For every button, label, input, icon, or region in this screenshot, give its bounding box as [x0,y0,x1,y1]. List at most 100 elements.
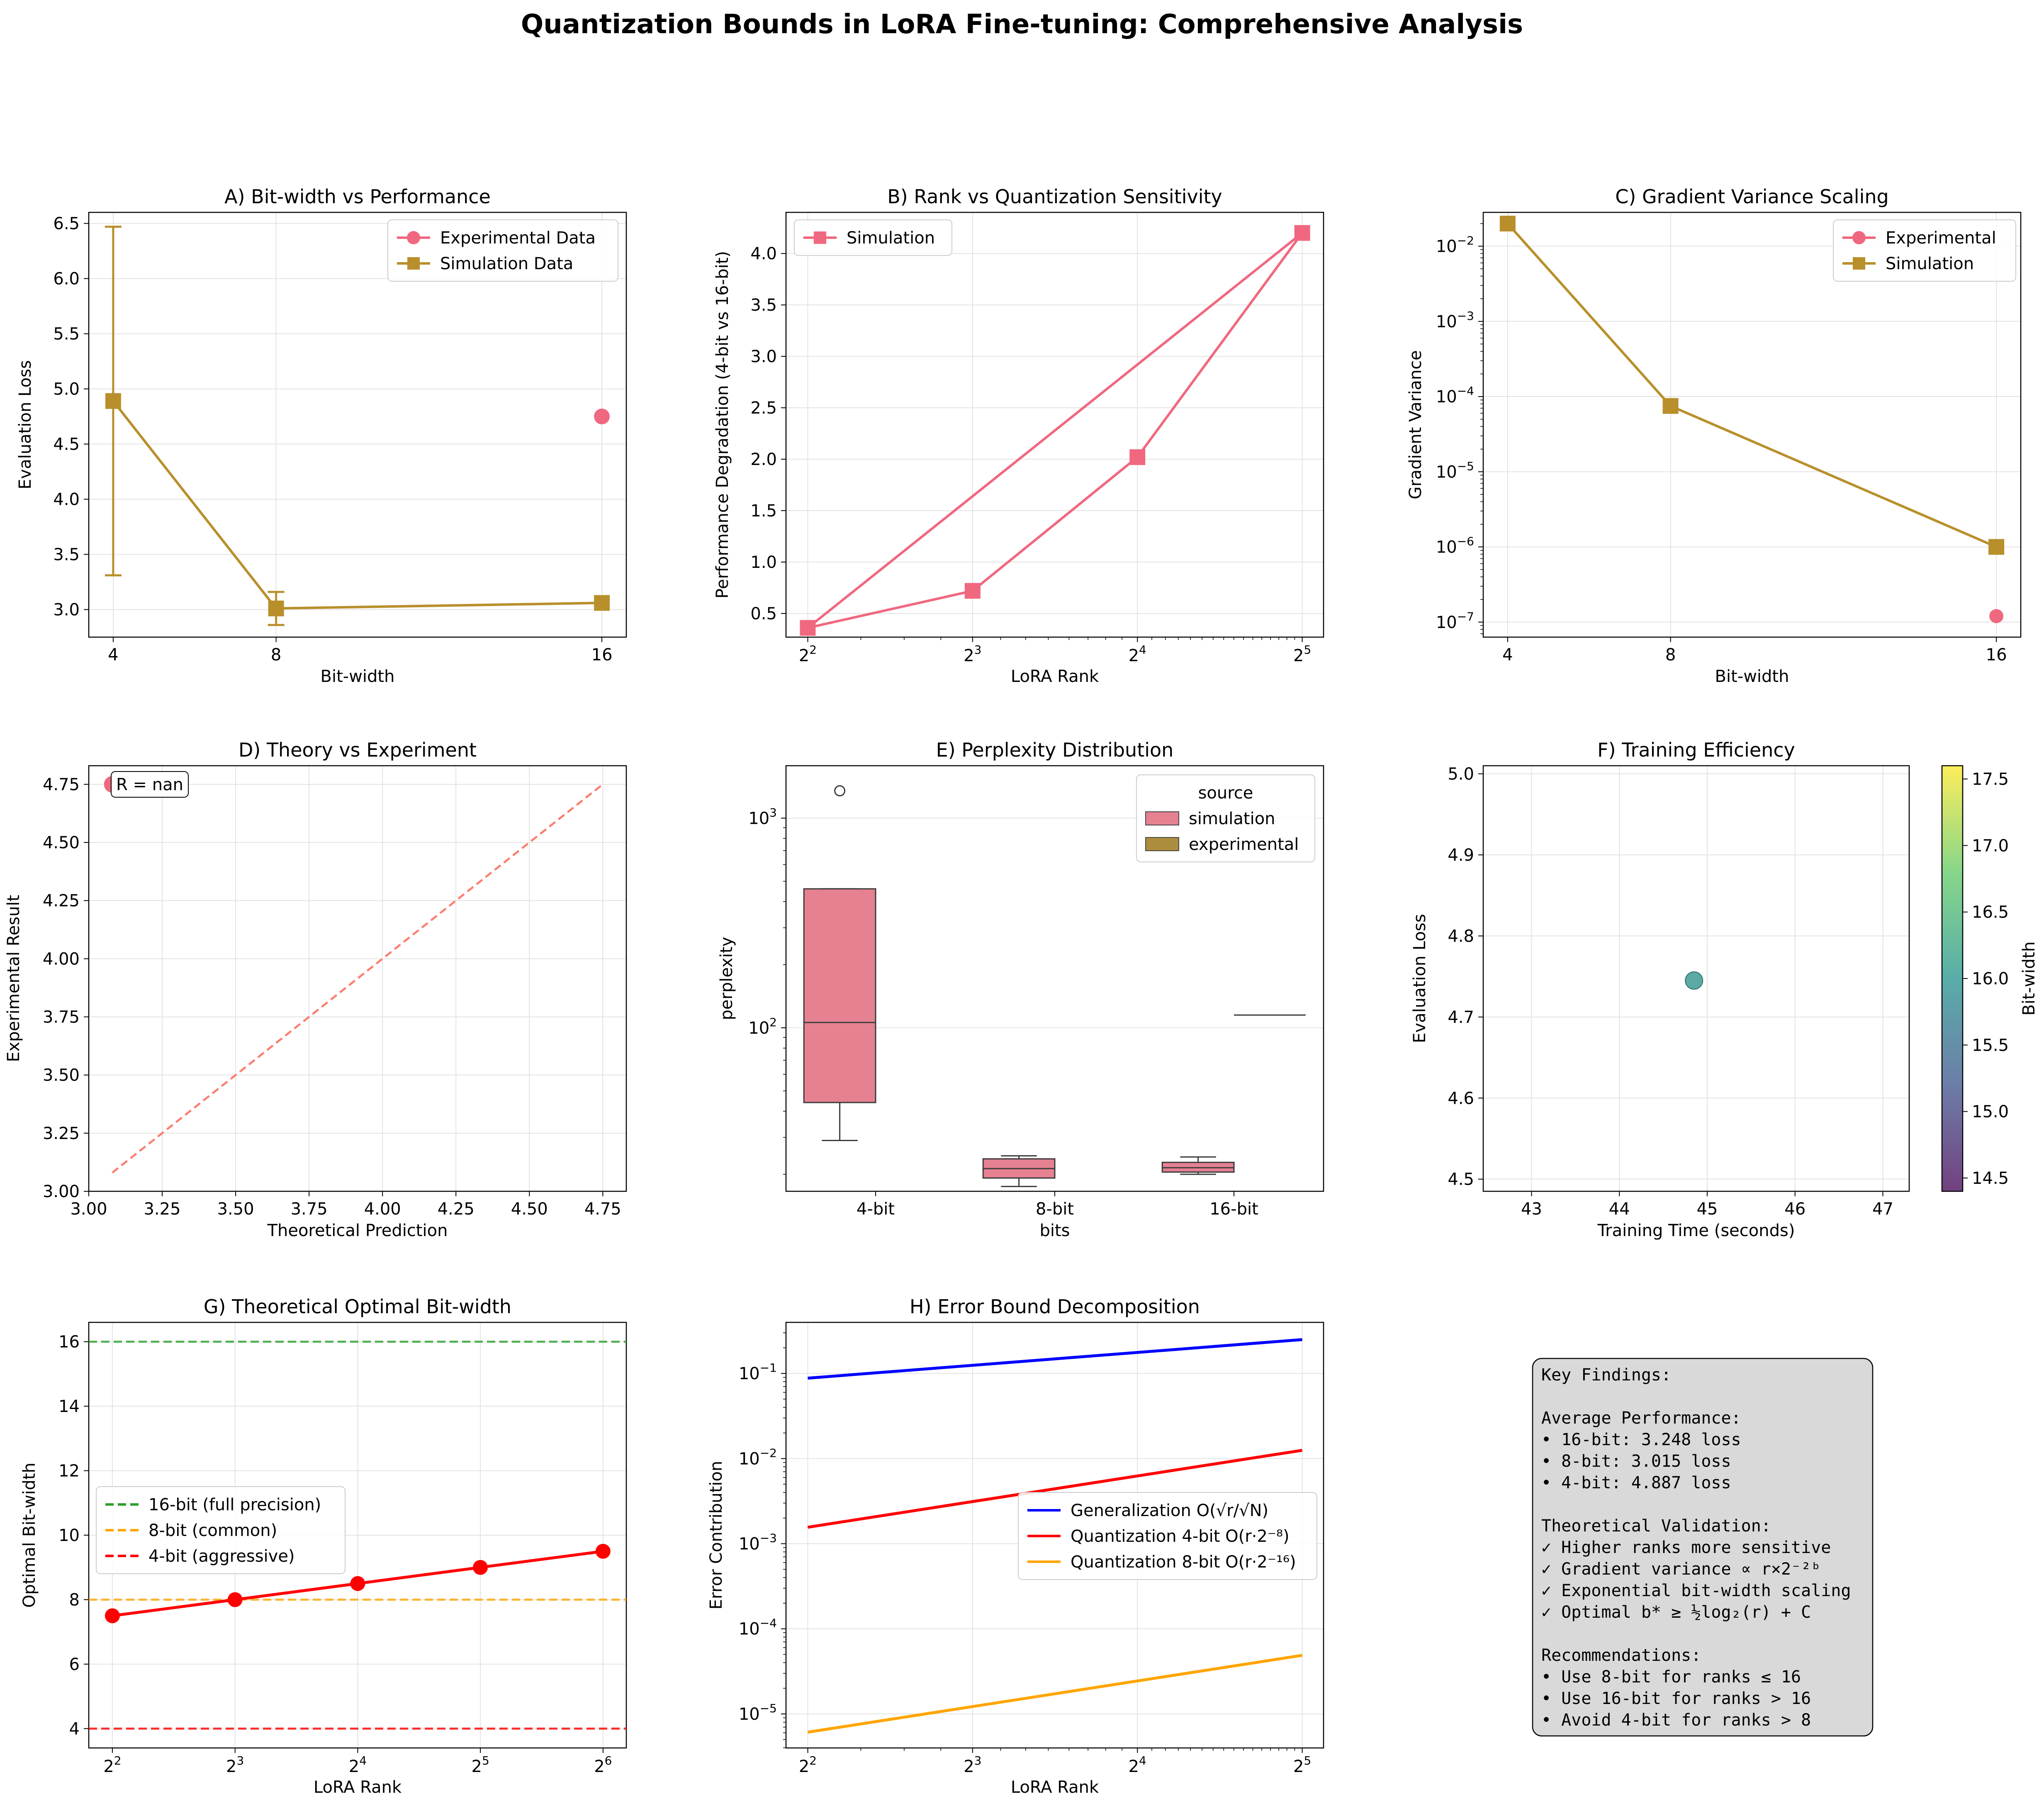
y-tick-label: 3.75 [43,1008,80,1027]
summary-line: Average Performance: [1541,1409,1741,1428]
y-tick-label-exponent: 3 [769,806,777,819]
chart-panels: 4 8 16 3.0 3.5 4.0 4.5 5.0 5.5 6.0 6.5 A) Bit-width… [4,185,2039,1797]
x-tick-label-base: 2 [1293,1757,1304,1776]
legend-box [1136,774,1315,862]
x-tick-label-base: 2 [226,1757,236,1776]
simulation-point [1988,539,2005,555]
y-axis-label: perplexity [717,937,736,1020]
x-tick-label-exponent: 4 [1139,1754,1146,1767]
x-tick-label-base: 2 [472,1757,482,1776]
x-tick-label: 4.75 [584,1200,621,1219]
legend-box [1833,219,2016,282]
x-tick-label: 3.00 [70,1200,107,1219]
legend-label: Simulation [1886,254,1974,273]
legend-label: Quantization 8-bit O(r·2⁻¹⁶) [1071,1553,1296,1572]
y-tick-label: 16 [58,1333,80,1352]
colorbar-tick-label: 16.0 [1972,969,2009,988]
legend-label: 8-bit (common) [148,1521,277,1540]
simulation-point [1294,225,1310,241]
optimal-bitwidth-point [227,1592,243,1607]
y-tick-label: 2.5 [750,399,777,418]
legend-swatch [1145,811,1179,825]
x-tick-label: 47 [1872,1200,1893,1219]
y-axis-label: Optimal Bit-width [20,1463,39,1608]
legend-label: Simulation [847,229,935,248]
axes-frame [1482,765,1910,1192]
y-tick-label: 10 [58,1526,80,1545]
legend-box [387,219,618,282]
x-tick-label: 8-bit [1036,1200,1074,1219]
y-tick-label: 10−1 [739,1361,777,1383]
panel-F: 43 44 45 46 47 4.5 4.6 4.7 4.8 4.9 5.0 F) Training … [1410,739,2039,1240]
legend-label: Experimental [1886,229,1996,248]
x-tick-label: 22 [799,1754,817,1776]
error-series-line [807,1654,1303,1734]
y-tick-label-base: 10 [1436,237,1457,256]
summary-line: • 8-bit: 3.015 loss [1541,1452,1731,1471]
summary-line: Theoretical Validation: [1541,1516,1771,1536]
x-tick-label: 16-bit [1209,1200,1258,1219]
y-tick-label-base: 10 [739,1449,760,1468]
y-tick-label: 4.5 [1448,1170,1474,1189]
x-tick-label: 43 [1521,1200,1542,1219]
legend-box [1018,1492,1317,1580]
x-tick-label: 4.50 [511,1200,548,1219]
x-tick-label: 23 [964,643,981,665]
data-point [1685,971,1703,990]
summary-line: ✓ Higher ranks more sensitive [1541,1538,1831,1557]
figure-title: Quantization Bounds in LoRA Fine-tuning:… [521,9,1523,40]
y-tick-label-exponent: −6 [1457,535,1474,548]
colorbar-tick-label: 17.0 [1972,836,2009,855]
x-tick-label: 24 [1129,643,1146,665]
panel-title: D) Theory vs Experiment [238,739,477,761]
y-tick-label: 4.75 [43,775,80,794]
x-tick-label-base: 2 [1293,646,1304,665]
x-tick-label-exponent: 3 [974,1754,982,1767]
y-tick-label: 4.0 [53,490,80,509]
y-tick-label-exponent: 2 [769,1015,777,1029]
annotation-box [111,771,189,798]
y-tick-label: 4.8 [1448,927,1474,946]
y-tick-label-exponent: −2 [760,1446,777,1460]
y-tick-label: 10−5 [739,1701,777,1724]
y-tick-label-exponent: −3 [1457,309,1474,323]
y-tick-label-base: 10 [739,1364,760,1383]
y-axis-label: Performance Degradation (4-bit vs 16-bit… [713,251,732,599]
x-axis-label: Theoretical Prediction [267,1221,448,1240]
x-tick-label-exponent: 5 [1304,1754,1311,1767]
x-axis-label: Training Time (seconds) [1597,1221,1795,1240]
x-axis-label: LoRA Rank [1011,667,1099,686]
y-tick-label: 6 [69,1655,80,1674]
y-tick-label-base: 10 [1436,613,1457,632]
legend-label: Simulation Data [440,254,573,273]
x-tick-label: 22 [103,1754,121,1776]
summary-line: Recommendations: [1541,1646,1701,1665]
summary-line: Key Findings: [1541,1366,1671,1385]
x-tick-label: 16 [1986,645,2007,665]
legend-box [96,1486,346,1574]
panel-title: B) Rank vs Quantization Sensitivity [887,185,1222,208]
summary-line: • 16-bit: 3.248 loss [1541,1430,1741,1449]
x-tick-label: 23 [226,1754,244,1776]
y-tick-label-base: 10 [1436,312,1457,331]
x-tick-label: 8 [1665,645,1676,665]
y-tick-label: 10−4 [1436,384,1474,407]
box-outlier [834,785,846,796]
x-tick-label-base: 2 [1129,646,1139,665]
x-axis-label: bits [1039,1221,1070,1240]
panel-title: C) Gradient Variance Scaling [1615,185,1888,208]
y-tick-label-exponent: −5 [760,1701,777,1715]
y-tick-label-base: 10 [739,1705,760,1724]
y-tick-label: 3.0 [750,347,777,366]
y-tick-label: 5.5 [53,325,80,344]
x-tick-label: 4-bit [857,1200,895,1219]
x-tick-label-base: 2 [594,1757,604,1776]
axes-frame [785,212,1324,638]
y-tick-label-exponent: −4 [760,1616,777,1630]
y-tick-label-base: 10 [1436,538,1457,557]
y-tick-label: 12 [58,1462,80,1481]
y-tick-label: 10−7 [1436,610,1474,632]
